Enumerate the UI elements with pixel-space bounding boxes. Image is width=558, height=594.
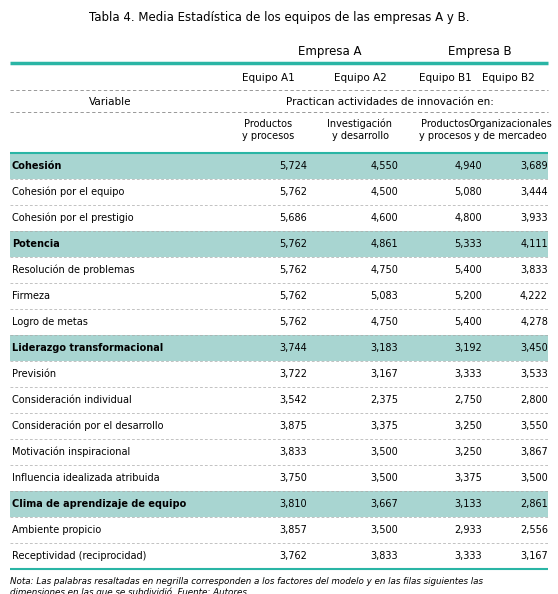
Text: 3,933: 3,933 bbox=[521, 213, 548, 223]
Text: 4,800: 4,800 bbox=[454, 213, 482, 223]
Text: Cohesión: Cohesión bbox=[12, 161, 62, 171]
Text: 3,833: 3,833 bbox=[371, 551, 398, 561]
Text: 3,857: 3,857 bbox=[279, 525, 307, 535]
Text: Equipo A2: Equipo A2 bbox=[334, 73, 386, 83]
Text: 5,762: 5,762 bbox=[279, 265, 307, 275]
Text: 3,250: 3,250 bbox=[454, 421, 482, 431]
Text: 3,833: 3,833 bbox=[521, 265, 548, 275]
Text: 3,500: 3,500 bbox=[371, 473, 398, 483]
Text: 5,083: 5,083 bbox=[371, 291, 398, 301]
Bar bbox=[10, 491, 548, 517]
Text: 3,192: 3,192 bbox=[454, 343, 482, 353]
Text: 4,111: 4,111 bbox=[521, 239, 548, 249]
Text: 2,933: 2,933 bbox=[454, 525, 482, 535]
Text: 3,875: 3,875 bbox=[279, 421, 307, 431]
Text: Practican actividades de innovación en:: Practican actividades de innovación en: bbox=[286, 97, 494, 107]
Text: 3,333: 3,333 bbox=[454, 551, 482, 561]
Text: Cohesión por el equipo: Cohesión por el equipo bbox=[12, 187, 124, 197]
Text: Nota: Las palabras resaltadas en negrilla corresponden a los factores del modelo: Nota: Las palabras resaltadas en negrill… bbox=[10, 577, 483, 594]
Text: 5,762: 5,762 bbox=[279, 239, 307, 249]
Bar bbox=[10, 231, 548, 257]
Text: 4,861: 4,861 bbox=[371, 239, 398, 249]
Text: 3,375: 3,375 bbox=[370, 421, 398, 431]
Text: 5,762: 5,762 bbox=[279, 187, 307, 197]
Text: 4,600: 4,600 bbox=[371, 213, 398, 223]
Text: 3,667: 3,667 bbox=[371, 499, 398, 509]
Text: 2,750: 2,750 bbox=[454, 395, 482, 405]
Text: 3,744: 3,744 bbox=[279, 343, 307, 353]
Text: 5,200: 5,200 bbox=[454, 291, 482, 301]
Text: Motivación inspiracional: Motivación inspiracional bbox=[12, 447, 130, 457]
Text: Variable: Variable bbox=[89, 97, 131, 107]
Text: 5,762: 5,762 bbox=[279, 291, 307, 301]
Text: 3,133: 3,133 bbox=[454, 499, 482, 509]
Text: Investigación
y desarrollo: Investigación y desarrollo bbox=[328, 119, 392, 141]
Text: Previsión: Previsión bbox=[12, 369, 56, 379]
Text: Ambiente propicio: Ambiente propicio bbox=[12, 525, 101, 535]
Text: 4,278: 4,278 bbox=[520, 317, 548, 327]
Text: 2,556: 2,556 bbox=[520, 525, 548, 535]
Text: Logro de metas: Logro de metas bbox=[12, 317, 88, 327]
Text: 3,183: 3,183 bbox=[371, 343, 398, 353]
Text: 3,500: 3,500 bbox=[520, 473, 548, 483]
Text: Consideración individual: Consideración individual bbox=[12, 395, 132, 405]
Text: 5,724: 5,724 bbox=[279, 161, 307, 171]
Text: 4,222: 4,222 bbox=[520, 291, 548, 301]
Text: Empresa B: Empresa B bbox=[448, 46, 512, 58]
Text: 4,750: 4,750 bbox=[370, 265, 398, 275]
Text: 3,167: 3,167 bbox=[371, 369, 398, 379]
Text: 2,375: 2,375 bbox=[370, 395, 398, 405]
Text: Consideración por el desarrollo: Consideración por el desarrollo bbox=[12, 421, 163, 431]
Text: 3,250: 3,250 bbox=[454, 447, 482, 457]
Text: Clima de aprendizaje de equipo: Clima de aprendizaje de equipo bbox=[12, 499, 186, 509]
Bar bbox=[10, 153, 548, 179]
Text: 3,867: 3,867 bbox=[520, 447, 548, 457]
Text: 4,750: 4,750 bbox=[370, 317, 398, 327]
Text: Firmeza: Firmeza bbox=[12, 291, 50, 301]
Text: 4,940: 4,940 bbox=[454, 161, 482, 171]
Text: Equipo A1: Equipo A1 bbox=[242, 73, 295, 83]
Text: 5,686: 5,686 bbox=[279, 213, 307, 223]
Text: 3,533: 3,533 bbox=[520, 369, 548, 379]
Text: 3,500: 3,500 bbox=[371, 447, 398, 457]
Text: 5,400: 5,400 bbox=[454, 317, 482, 327]
Text: 3,500: 3,500 bbox=[371, 525, 398, 535]
Text: Influencia idealizada atribuida: Influencia idealizada atribuida bbox=[12, 473, 160, 483]
Text: 3,375: 3,375 bbox=[454, 473, 482, 483]
Text: Productos
y procesos: Productos y procesos bbox=[419, 119, 471, 141]
Text: 5,333: 5,333 bbox=[454, 239, 482, 249]
Text: 2,800: 2,800 bbox=[520, 395, 548, 405]
Text: 3,762: 3,762 bbox=[279, 551, 307, 561]
Text: Organizacionales
y de mercadeo: Organizacionales y de mercadeo bbox=[468, 119, 552, 141]
Text: Cohesión por el prestigio: Cohesión por el prestigio bbox=[12, 213, 133, 223]
Text: 3,689: 3,689 bbox=[521, 161, 548, 171]
Bar bbox=[10, 335, 548, 361]
Text: Equipo B1: Equipo B1 bbox=[418, 73, 472, 83]
Text: 5,400: 5,400 bbox=[454, 265, 482, 275]
Text: 3,450: 3,450 bbox=[520, 343, 548, 353]
Text: 3,750: 3,750 bbox=[279, 473, 307, 483]
Text: Equipo B2: Equipo B2 bbox=[482, 73, 535, 83]
Text: Receptividad (reciprocidad): Receptividad (reciprocidad) bbox=[12, 551, 146, 561]
Text: Empresa A: Empresa A bbox=[298, 46, 362, 58]
Text: Productos
y procesos: Productos y procesos bbox=[242, 119, 294, 141]
Text: Liderazgo transformacional: Liderazgo transformacional bbox=[12, 343, 163, 353]
Text: 3,810: 3,810 bbox=[280, 499, 307, 509]
Text: 3,167: 3,167 bbox=[520, 551, 548, 561]
Text: 4,550: 4,550 bbox=[370, 161, 398, 171]
Text: 3,550: 3,550 bbox=[520, 421, 548, 431]
Text: 3,333: 3,333 bbox=[454, 369, 482, 379]
Text: 3,833: 3,833 bbox=[280, 447, 307, 457]
Text: 3,722: 3,722 bbox=[279, 369, 307, 379]
Text: 4,500: 4,500 bbox=[371, 187, 398, 197]
Text: 5,762: 5,762 bbox=[279, 317, 307, 327]
Text: 3,444: 3,444 bbox=[521, 187, 548, 197]
Text: Tabla 4. Media Estadística de los equipos de las empresas A y B.: Tabla 4. Media Estadística de los equipo… bbox=[89, 11, 469, 24]
Text: 2,861: 2,861 bbox=[520, 499, 548, 509]
Text: Resolución de problemas: Resolución de problemas bbox=[12, 265, 134, 275]
Text: 5,080: 5,080 bbox=[454, 187, 482, 197]
Text: Potencia: Potencia bbox=[12, 239, 60, 249]
Text: 3,542: 3,542 bbox=[279, 395, 307, 405]
